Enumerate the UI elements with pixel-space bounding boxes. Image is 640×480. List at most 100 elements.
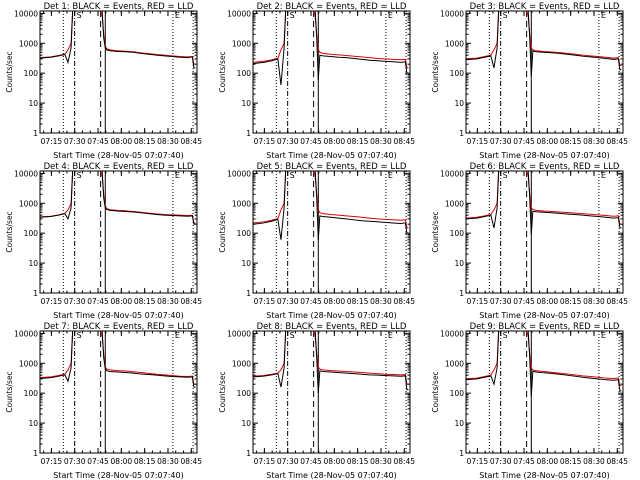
x-tick-label: 08:15 xyxy=(134,457,156,466)
x-axis-label: Start Time (28-Nov-05 07:07:40) xyxy=(266,311,396,320)
chart-title: Det 1: BLACK = Events, RED = LLD xyxy=(44,2,194,12)
x-tick-label: 07:30 xyxy=(490,297,512,306)
y-tick-label: 10 xyxy=(454,259,464,268)
y-tick-label: 10000 xyxy=(227,329,251,338)
y-axis-label: Counts/sec xyxy=(431,51,440,92)
x-tick-label: 07:45 xyxy=(513,457,535,466)
y-tick-label: 1 xyxy=(33,289,38,298)
x-tick-label: 08:45 xyxy=(393,457,415,466)
x-tick-label: 07:30 xyxy=(64,297,86,306)
y-tick-label: 10 xyxy=(454,419,464,428)
detector-chart-3: Det 3: BLACK = Events, RED = LLD Counts/s… xyxy=(431,2,628,160)
x-axis-label: Start Time (28-Nov-05 07:07:40) xyxy=(53,471,183,480)
event-marker-label: S xyxy=(503,171,508,180)
y-axis-label: Counts/sec xyxy=(5,211,14,252)
detector-chart-4: Det 4: BLACK = Events, RED = LLD Counts/s… xyxy=(5,162,202,320)
event-marker-label: S xyxy=(290,11,295,20)
y-axis-label: Counts/sec xyxy=(218,371,227,412)
chart-title: Det 6: BLACK = Events, RED = LLD xyxy=(470,162,620,172)
plot-frame xyxy=(252,170,411,294)
event-marker-label: S xyxy=(77,11,82,20)
y-tick-label: 10 xyxy=(28,99,38,108)
chart-title: Det 5: BLACK = Events, RED = LLD xyxy=(257,162,407,172)
x-tick-label: 07:15 xyxy=(467,137,489,146)
y-tick-label: 10000 xyxy=(440,9,464,18)
events-series-line xyxy=(40,171,196,225)
x-axis-label: Start Time (28-Nov-05 07:07:40) xyxy=(479,151,609,160)
x-tick-label: 08:30 xyxy=(370,457,392,466)
events-series-line xyxy=(466,331,622,397)
event-marker-label: S xyxy=(503,11,508,20)
x-tick-label: 07:30 xyxy=(64,137,86,146)
y-tick-label: 100 xyxy=(24,389,39,398)
y-tick-label: 10000 xyxy=(440,169,464,178)
y-tick-label: 1 xyxy=(459,289,464,298)
x-tick-label: 08:15 xyxy=(347,457,369,466)
y-tick-label: 100 xyxy=(237,69,252,78)
plot-frame xyxy=(465,10,624,134)
y-tick-label: 10 xyxy=(241,99,251,108)
x-tick-label: 08:00 xyxy=(111,457,133,466)
event-marker-label: E xyxy=(601,171,606,180)
detector-chart-7: Det 7: BLACK = Events, RED = LLD Counts/s… xyxy=(5,322,202,480)
y-tick-label: 1 xyxy=(246,289,251,298)
x-tick-label: 08:00 xyxy=(537,457,559,466)
x-tick-label: 08:15 xyxy=(347,137,369,146)
chart-title: Det 2: BLACK = Events, RED = LLD xyxy=(257,2,407,12)
y-tick-label: 1000 xyxy=(445,39,464,48)
x-axis-label: Start Time (28-Nov-05 07:07:40) xyxy=(266,151,396,160)
plot-frame xyxy=(252,330,411,454)
x-tick-label: 07:45 xyxy=(300,457,322,466)
event-marker-label: E xyxy=(175,331,180,340)
x-tick-label: 08:30 xyxy=(370,297,392,306)
x-tick-label: 08:15 xyxy=(560,297,582,306)
y-axis-label: Counts/sec xyxy=(431,211,440,252)
plot-frame xyxy=(39,170,198,294)
x-tick-label: 07:45 xyxy=(87,457,109,466)
y-tick-label: 100 xyxy=(450,389,465,398)
x-tick-label: 07:15 xyxy=(467,297,489,306)
y-tick-label: 10000 xyxy=(440,329,464,338)
detector-chart-8: Det 8: BLACK = Events, RED = LLD Counts/s… xyxy=(218,322,415,480)
event-marker-label: S xyxy=(77,331,82,340)
detector-chart-9: Det 9: BLACK = Events, RED = LLD Counts/s… xyxy=(431,322,628,480)
y-tick-label: 1 xyxy=(33,129,38,138)
x-tick-label: 07:30 xyxy=(277,137,299,146)
event-marker-label: S xyxy=(503,331,508,340)
y-tick-label: 10 xyxy=(241,259,251,268)
detector-chart-5: Det 5: BLACK = Events, RED = LLD Counts/s… xyxy=(218,162,415,320)
x-axis-label: Start Time (28-Nov-05 07:07:40) xyxy=(479,311,609,320)
detector-chart-6: Det 6: BLACK = Events, RED = LLD Counts/s… xyxy=(431,162,628,320)
chart-title: Det 9: BLACK = Events, RED = LLD xyxy=(470,322,620,332)
chart-title: Det 8: BLACK = Events, RED = LLD xyxy=(257,322,407,332)
event-marker-label: E xyxy=(175,11,180,20)
events-series-line xyxy=(40,331,196,388)
y-tick-label: 100 xyxy=(237,229,252,238)
x-tick-label: 08:00 xyxy=(324,457,346,466)
y-tick-label: 1 xyxy=(459,449,464,458)
y-tick-label: 10 xyxy=(241,419,251,428)
plot-frame xyxy=(39,330,198,454)
x-tick-label: 07:30 xyxy=(277,297,299,306)
x-tick-label: 08:00 xyxy=(324,137,346,146)
event-marker-label: S xyxy=(290,331,295,340)
x-tick-label: 07:15 xyxy=(41,297,63,306)
y-tick-label: 1 xyxy=(459,129,464,138)
y-tick-label: 100 xyxy=(24,69,39,78)
x-tick-label: 07:45 xyxy=(513,137,535,146)
y-tick-label: 10 xyxy=(28,259,38,268)
y-tick-label: 10000 xyxy=(227,9,251,18)
x-tick-label: 08:45 xyxy=(180,457,202,466)
y-tick-label: 100 xyxy=(237,389,252,398)
x-tick-label: 07:45 xyxy=(300,297,322,306)
y-tick-label: 10000 xyxy=(14,329,38,338)
events-series-line xyxy=(253,331,409,394)
detector-chart-2: Det 2: BLACK = Events, RED = LLD Counts/s… xyxy=(218,2,415,160)
y-tick-label: 10000 xyxy=(14,9,38,18)
event-marker-label: E xyxy=(388,11,393,20)
y-tick-label: 100 xyxy=(450,229,465,238)
y-tick-label: 1000 xyxy=(232,199,251,208)
y-tick-label: 1000 xyxy=(19,39,38,48)
x-tick-label: 07:15 xyxy=(467,457,489,466)
